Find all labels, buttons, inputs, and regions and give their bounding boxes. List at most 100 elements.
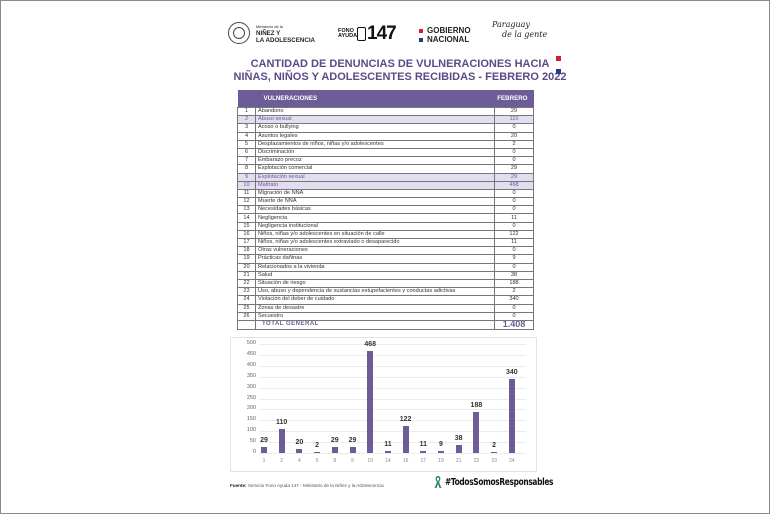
bar bbox=[278, 429, 285, 453]
grid-line bbox=[259, 398, 526, 400]
bar-value-label: 11 bbox=[419, 440, 427, 448]
row-value: 2 bbox=[494, 287, 534, 297]
grid-line bbox=[259, 431, 526, 433]
row-value: 9 bbox=[494, 254, 534, 264]
row-index: 22 bbox=[237, 278, 256, 289]
row-value: 0 bbox=[494, 303, 534, 313]
bar-value-label: 38 bbox=[454, 434, 463, 442]
row-value: 29 bbox=[494, 164, 534, 174]
row-vulneracion: Situación de riesgo bbox=[255, 278, 495, 289]
x-tick-label: 10 bbox=[367, 458, 373, 464]
row-index: 17 bbox=[237, 237, 256, 248]
bar-value-label: 188 bbox=[470, 402, 483, 410]
table-row: 18 Otras vulneraciones 0 bbox=[237, 246, 534, 256]
row-vulneracion: Secuestro bbox=[255, 311, 495, 321]
row-vulneracion: Desplazamientos de niños, niñas y/o adol… bbox=[255, 139, 495, 149]
table-row: 23 Uso, abuso y dependencia de sustancias… bbox=[237, 287, 534, 297]
row-vulneracion: Niños, niñas y/o adolescentes en situaci… bbox=[255, 229, 495, 240]
fono-number: 147 bbox=[367, 23, 397, 44]
grid-line bbox=[259, 453, 526, 454]
bar bbox=[331, 446, 338, 453]
vulnerations-table: VULNERACIONES FEBRERO 1 Abandono 29 2 Abuso … bbox=[237, 90, 534, 330]
row-vulneracion: Niños, niñas y/o adolescentes extraviado… bbox=[255, 237, 495, 248]
row-index: 16 bbox=[237, 229, 256, 240]
source-label: Fuente: bbox=[230, 483, 247, 488]
row-value: 340 bbox=[494, 295, 534, 305]
bar bbox=[367, 350, 374, 453]
row-value: 0 bbox=[494, 123, 534, 133]
index-header bbox=[237, 90, 256, 108]
row-index: 24 bbox=[237, 295, 256, 305]
bar bbox=[349, 446, 356, 453]
row-vulneracion: Zonas de desastre bbox=[255, 303, 495, 313]
awareness-ribbon-icon bbox=[434, 476, 442, 488]
total-value: 1.408 bbox=[494, 319, 534, 330]
source-note: Fuente: Servicio Fono Ayuda 147 - Minist… bbox=[230, 483, 384, 488]
row-vulneracion: Migración de NNA bbox=[255, 188, 495, 199]
row-value: 38 bbox=[494, 270, 534, 280]
table-row: 13 Necesidades básicas 0 bbox=[237, 205, 534, 215]
row-index: 21 bbox=[237, 270, 256, 280]
row-vulneracion: Salud bbox=[255, 270, 495, 280]
ministry-line2: LA ADOLESCENCIA bbox=[256, 36, 316, 44]
table-row: 19 Prácticas dañinas 9 bbox=[237, 254, 534, 264]
phone-icon bbox=[357, 27, 366, 41]
row-vulneracion: Muerte de NNA bbox=[255, 197, 495, 207]
table-row: 2 Abuso sexual 110 bbox=[237, 115, 534, 125]
x-tick-label: 22 bbox=[473, 458, 480, 464]
table-row: 7 Embarazo precoz 0 bbox=[237, 156, 534, 166]
row-vulneracion: Discriminación bbox=[255, 147, 495, 158]
x-tick-label: 2 bbox=[280, 458, 284, 464]
y-tick-label: 250 bbox=[246, 394, 256, 401]
table-row: 4 Asuntos legales 20 bbox=[237, 131, 534, 141]
hashtag: #TodosSomosResponsables bbox=[434, 475, 584, 489]
slogan-line2: de la gente bbox=[502, 30, 548, 39]
y-tick-label: 400 bbox=[246, 361, 256, 368]
row-vulneracion: Maltrato bbox=[255, 180, 495, 190]
table-row: 14 Negligencia 11 bbox=[237, 213, 534, 223]
y-tick-label: 300 bbox=[246, 383, 256, 390]
title-line2: NIÑAS, NIÑOS Y ADOLESCENTES RECIBIDAS - … bbox=[233, 71, 567, 83]
ministry-line1: NIÑEZ Y bbox=[256, 29, 281, 37]
bar-value-label: 20 bbox=[295, 438, 304, 446]
table-row: 21 Salud 38 bbox=[237, 270, 534, 280]
table-row: 24 Violación del deber de cuidado 340 bbox=[237, 295, 534, 305]
row-value: 2 bbox=[494, 139, 534, 149]
row-index: 14 bbox=[237, 213, 256, 223]
row-vulneracion: Necesidades básicas bbox=[255, 205, 495, 215]
red-square-icon bbox=[419, 28, 423, 33]
row-index: 3 bbox=[237, 123, 256, 133]
bar bbox=[296, 448, 303, 453]
row-index: 19 bbox=[237, 254, 256, 264]
bar-value-label: 29 bbox=[260, 436, 268, 444]
grid-line bbox=[259, 365, 526, 367]
title-line1: CANTIDAD DE DENUNCIAS DE VULNERACIONES H… bbox=[250, 58, 550, 70]
table-row: 6 Discriminación 0 bbox=[237, 147, 534, 158]
row-index: 1 bbox=[237, 106, 256, 117]
row-index: 9 bbox=[237, 172, 256, 182]
row-index: 4 bbox=[237, 131, 256, 141]
row-index: 26 bbox=[237, 311, 256, 321]
page-title: CANTIDAD DE DENUNCIAS DE VULNERACIONES H… bbox=[220, 58, 580, 84]
blue-square-icon bbox=[419, 37, 423, 42]
bar-value-label: 2 bbox=[315, 442, 320, 449]
bar bbox=[261, 446, 267, 453]
row-vulneracion: Explotación sexual bbox=[255, 172, 495, 182]
bar-value-label: 11 bbox=[384, 440, 392, 448]
row-vulneracion: Prácticas dañinas bbox=[255, 254, 495, 264]
y-tick-label: 350 bbox=[246, 372, 256, 379]
table-header-row: VULNERACIONES FEBRERO bbox=[237, 90, 534, 108]
table-row: 9 Explotación sexual 29 bbox=[237, 172, 534, 182]
table-row: 5 Desplazamientos de niños, niñas y/o ado… bbox=[237, 139, 534, 149]
total-row: TOTAL GENERAL 1.408 bbox=[237, 319, 534, 330]
y-tick-label: 450 bbox=[246, 350, 256, 357]
table-row: 26 Secuestro 0 bbox=[237, 311, 534, 321]
bar bbox=[491, 452, 498, 453]
y-tick-label: 150 bbox=[246, 416, 256, 423]
row-index: 6 bbox=[237, 147, 256, 158]
gobierno-line2: NACIONAL bbox=[427, 35, 470, 44]
grid-line bbox=[259, 344, 526, 345]
row-value: 0 bbox=[494, 262, 534, 272]
bar bbox=[473, 412, 480, 453]
row-vulneracion: Otras vulneraciones bbox=[255, 246, 495, 256]
